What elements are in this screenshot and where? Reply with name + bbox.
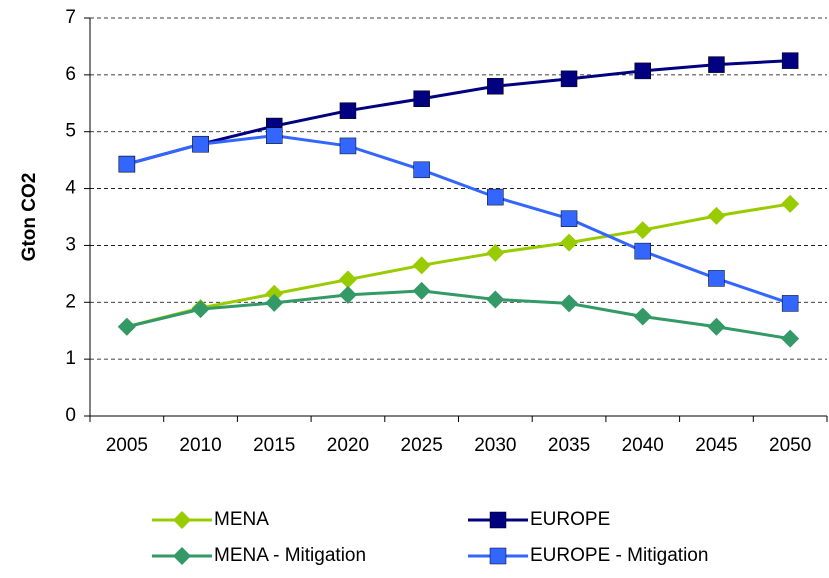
data-point [487, 188, 504, 206]
data-point [781, 194, 800, 213]
data-point [634, 62, 651, 80]
x-tick-label: 2030 [474, 435, 516, 456]
x-tick-label: 2005 [106, 435, 148, 456]
legend-marker [489, 511, 507, 529]
data-point [486, 243, 505, 262]
y-tick-label: 5 [65, 121, 76, 142]
x-tick-label: 2050 [769, 435, 811, 456]
data-point [633, 221, 652, 240]
data-point [781, 329, 800, 348]
x-tick-label: 2010 [179, 435, 221, 456]
x-tick-label: 2020 [327, 435, 369, 456]
series-line [126, 289, 791, 341]
y-tick-label: 2 [65, 291, 76, 312]
data-point [781, 295, 799, 312]
data-point [633, 307, 652, 326]
data-point [560, 233, 579, 252]
data-point [192, 135, 209, 153]
y-tick-label: 0 [65, 405, 76, 426]
data-point [339, 137, 357, 155]
y-axis-label: Gton CO2 [19, 173, 40, 262]
data-point [338, 285, 357, 304]
data-point [781, 52, 799, 69]
data-point [412, 281, 431, 300]
data-point [707, 206, 726, 225]
x-tick-label: 2040 [622, 435, 664, 456]
y-tick-label: 7 [65, 7, 76, 28]
data-point [265, 284, 284, 303]
data-point [560, 294, 579, 313]
legend-label: EUROPE - Mitigation [530, 545, 708, 566]
data-point [487, 77, 504, 95]
legend-label: MENA - Mitigation [214, 545, 366, 566]
data-point [707, 317, 726, 336]
x-tick-label: 2035 [548, 435, 590, 456]
data-point [413, 90, 430, 107]
legend-label: EUROPE [530, 509, 610, 530]
series-line [126, 202, 791, 329]
data-point [560, 210, 578, 227]
series-line [126, 134, 791, 305]
x-tick-label: 2025 [401, 435, 443, 456]
data-point [265, 293, 284, 312]
y-tick-label: 1 [65, 348, 76, 369]
y-tick-label: 4 [65, 178, 76, 199]
legend-marker [489, 547, 507, 565]
data-point [339, 102, 357, 119]
data-point [413, 161, 430, 179]
data-point [338, 270, 357, 289]
data-point [634, 242, 651, 260]
x-tick-label: 2045 [695, 435, 737, 456]
legend-marker [173, 547, 191, 565]
legend-label: MENA [214, 509, 269, 530]
data-point [708, 270, 725, 287]
data-point [412, 256, 431, 275]
data-point [118, 155, 136, 173]
data-point [486, 290, 505, 309]
y-tick-label: 6 [65, 64, 76, 85]
x-tick-label: 2015 [253, 435, 295, 456]
y-tick-label: 3 [65, 234, 76, 255]
data-point [266, 127, 283, 144]
legend-marker [173, 511, 191, 529]
data-point [117, 317, 136, 336]
series-line [126, 59, 791, 166]
data-point [560, 70, 578, 88]
data-point [191, 300, 210, 319]
data-point [708, 56, 725, 73]
